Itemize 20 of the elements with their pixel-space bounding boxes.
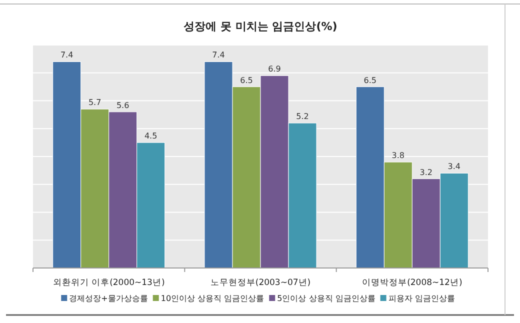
data-label: 5.7	[88, 98, 102, 108]
x-tick-label: 노무현정부(2003~07년)	[210, 278, 311, 288]
x-tick-label: 이명박정부(2008~12년)	[362, 278, 462, 288]
data-label: 5.6	[116, 100, 130, 110]
data-label: 3.4	[448, 162, 461, 172]
legend-label: 10인이상 상용직 임금인상률	[160, 294, 264, 303]
x-tick-label: 외환위기 이후(2000~13년)	[52, 278, 165, 288]
chart-title: 성장에 못 미치는 임금인상(%)	[184, 20, 338, 33]
data-label: 5.2	[296, 112, 309, 122]
legend-label: 경제성장+물가상승률	[69, 294, 148, 303]
data-label: 6.5	[364, 76, 377, 85]
data-label: 3.8	[392, 151, 405, 160]
data-label: 7.4	[60, 50, 74, 60]
data-label: 4.5	[144, 132, 158, 141]
legend-label: 피용자 임금인상률	[388, 294, 455, 303]
legend-label: 5인이상 상용직 임금인상률	[277, 294, 376, 303]
data-label: 6.5	[240, 76, 253, 85]
data-label: 3.2	[420, 168, 433, 177]
data-label: 7.4	[212, 50, 225, 60]
data-label: 6.9	[268, 64, 281, 74]
